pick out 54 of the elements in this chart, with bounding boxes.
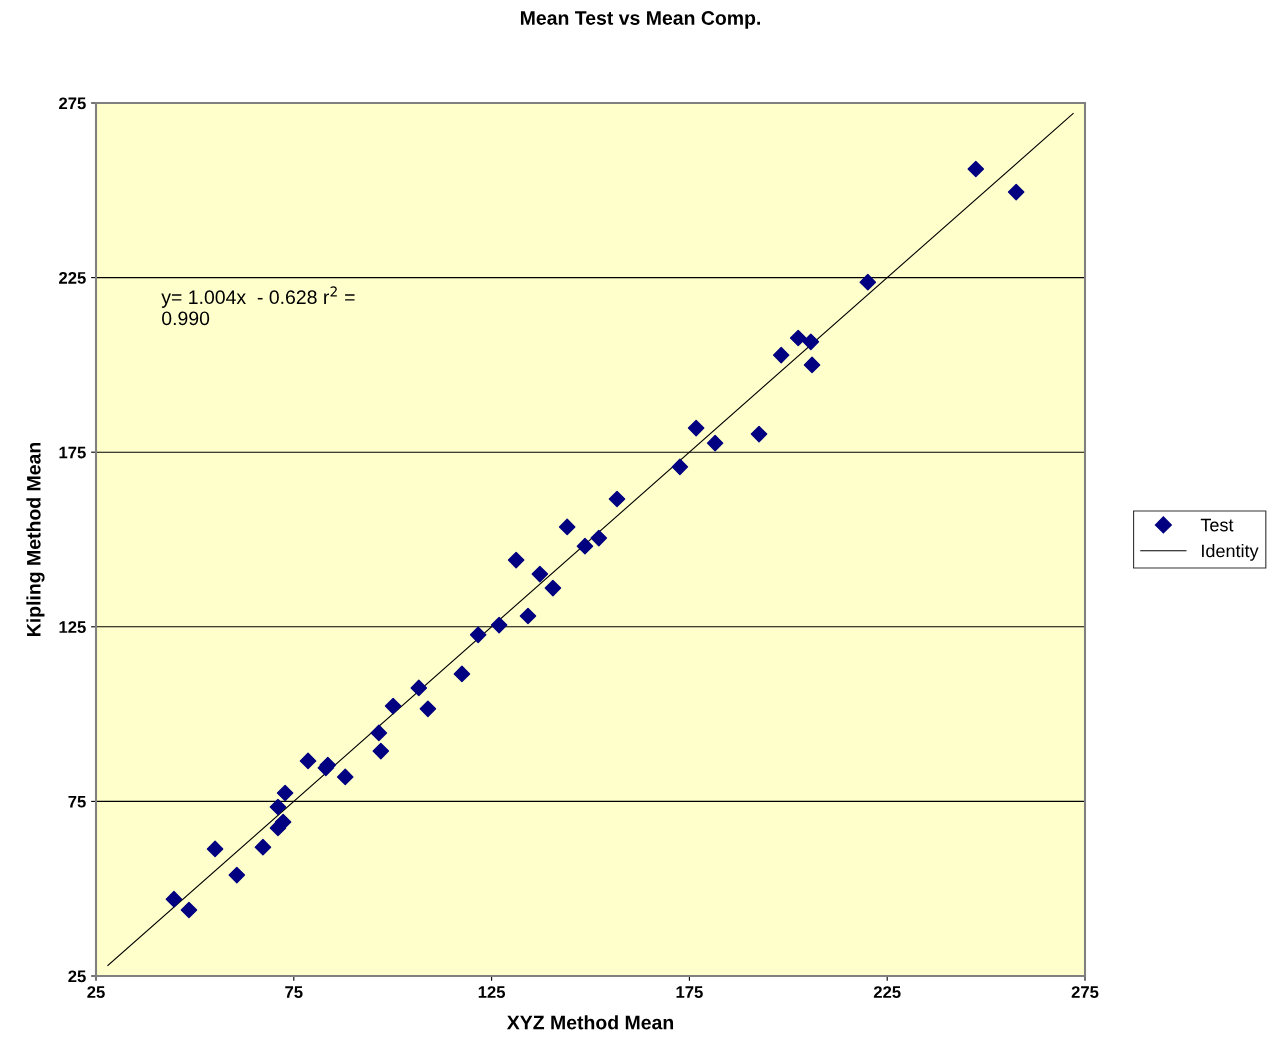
point	[576, 537, 594, 555]
point	[370, 724, 388, 742]
point	[1007, 183, 1025, 201]
point	[590, 529, 608, 547]
point	[269, 798, 287, 816]
point	[687, 419, 705, 437]
point	[772, 346, 790, 364]
x-tick-label: 175	[676, 986, 703, 998]
legend-label: Test	[1200, 518, 1234, 532]
x-axis-title: XYZ Method Mean	[506, 1015, 674, 1030]
x-tick-label: 125	[478, 986, 506, 998]
x-tick-label: 225	[873, 986, 901, 998]
point	[750, 425, 768, 443]
point	[469, 626, 487, 644]
y-tick-label: 275	[59, 97, 86, 110]
point	[336, 768, 354, 786]
point	[608, 490, 626, 508]
point	[802, 333, 820, 351]
point	[419, 700, 437, 718]
point	[531, 565, 549, 583]
point	[490, 616, 508, 634]
point	[519, 607, 537, 625]
x-tick-label: 75	[285, 986, 303, 998]
point	[372, 742, 390, 760]
y-tick-label: 75	[68, 795, 86, 808]
x-tick-label: 275	[1071, 986, 1099, 998]
y-axis-title: Kipling Method Mean	[26, 442, 45, 636]
point	[967, 160, 985, 178]
y-tick-label: 225	[59, 272, 86, 284]
point	[254, 838, 272, 856]
point	[180, 901, 198, 919]
point	[544, 579, 562, 597]
point	[165, 890, 183, 908]
point	[671, 458, 689, 476]
chart-title: Mean Test vs Mean Comp.	[520, 11, 761, 29]
point	[453, 665, 471, 683]
point	[803, 356, 821, 374]
x-tick-label: 25	[87, 986, 105, 998]
point	[859, 273, 877, 291]
point	[706, 434, 724, 452]
point	[789, 329, 807, 347]
legend-label: Identity	[1202, 544, 1259, 561]
point	[206, 840, 224, 858]
point	[410, 679, 428, 697]
point	[384, 697, 402, 715]
text: y= 1.004x - 0.628 r$^{2}$ = 0.990	[161, 286, 355, 326]
point	[507, 551, 525, 569]
point	[299, 752, 317, 770]
point	[228, 866, 246, 884]
y-tick-label: 25	[68, 970, 86, 983]
y-tick-label: 125	[59, 621, 86, 633]
point	[558, 518, 576, 536]
point	[276, 784, 294, 802]
y-tick-label: 175	[59, 446, 86, 459]
